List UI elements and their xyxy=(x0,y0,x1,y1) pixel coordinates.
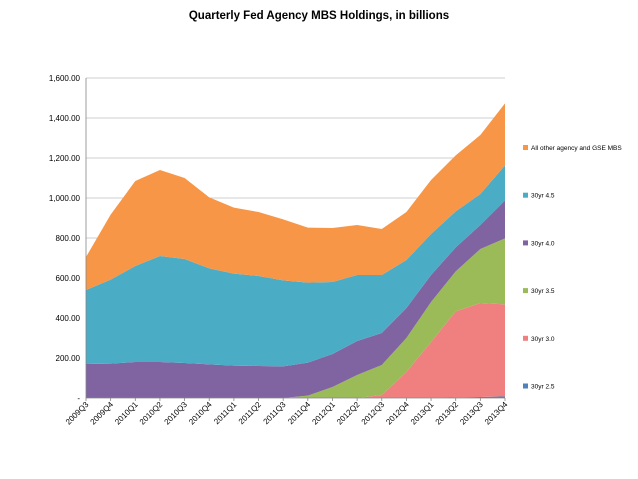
legend-swatch xyxy=(523,192,528,198)
y-tick-label: 1,000.00 xyxy=(49,194,81,203)
x-tick-label: 2012Q4 xyxy=(384,400,411,427)
y-axis-tick-labels: - 200.00 400.00 600.00 800.00 1,000.00 1,200.0… xyxy=(49,74,81,403)
legend-label: 30yr 2.5 xyxy=(531,384,555,391)
x-tick-label: 2012Q3 xyxy=(360,400,387,427)
x-tick-label: 2013Q2 xyxy=(434,400,461,427)
legend: All other agency and GSE MBS 30yr 4.5 30yr… xyxy=(523,145,622,391)
legend-label: 30yr 4.0 xyxy=(531,240,555,247)
x-tick-label: 2011Q1 xyxy=(212,400,238,426)
y-tick-label: 200.00 xyxy=(56,354,81,363)
legend-label: All other agency and GSE MBS xyxy=(531,145,622,152)
x-tick-label: 2011Q3 xyxy=(262,400,288,426)
area-series-30yr-4-0 xyxy=(86,200,505,398)
y-tick-label: - xyxy=(77,394,80,403)
legend-swatch xyxy=(523,335,528,341)
x-tick-label: 2010Q1 xyxy=(113,400,140,427)
area-series-30yr-4-5 xyxy=(86,165,505,367)
legend-label: 30yr 4.5 xyxy=(531,193,555,200)
x-tick-label: 2009Q3 xyxy=(64,400,91,427)
x-axis-tick-labels: 2009Q32009Q42010Q12010Q22010Q32010Q42011… xyxy=(64,400,510,427)
x-tick-label: 2012Q1 xyxy=(310,400,337,427)
x-tick-label: 2012Q2 xyxy=(335,400,362,427)
area-series-layer xyxy=(86,103,505,398)
x-tick-label: 2013Q4 xyxy=(483,400,510,427)
legend-swatch xyxy=(523,288,528,294)
legend-swatch xyxy=(523,145,528,150)
x-tick-label: 2011Q2 xyxy=(237,400,263,426)
legend-swatch xyxy=(523,383,528,389)
x-tick-label: 2013Q3 xyxy=(458,400,485,427)
axes xyxy=(85,78,506,401)
y-tick-label: 1,200.00 xyxy=(49,154,81,163)
x-tick-label: 2013Q1 xyxy=(409,400,436,427)
legend-label: 30yr 3.5 xyxy=(531,288,555,295)
y-tick-label: 800.00 xyxy=(56,234,81,243)
x-tick-label: 2010Q2 xyxy=(138,400,165,427)
area-series-30yr-3-0 xyxy=(86,303,505,398)
x-tick-label: 2011Q4 xyxy=(286,400,312,426)
y-tick-label: 600.00 xyxy=(56,274,81,283)
y-tick-label: 1,400.00 xyxy=(49,114,81,123)
y-tick-label: 400.00 xyxy=(56,314,81,323)
y-tick-label: 1,600.00 xyxy=(49,74,81,83)
x-tick-label: 2009Q4 xyxy=(89,400,116,427)
area-series-30yr-3-5 xyxy=(86,238,505,398)
area-series-all-other-agency-and-gse-mbs xyxy=(86,103,505,291)
legend-label: 30yr 3.0 xyxy=(531,336,555,343)
chart-title: Quarterly Fed Agency MBS Holdings, in bi… xyxy=(188,10,450,22)
x-tick-label: 2010Q3 xyxy=(163,400,190,427)
legend-swatch xyxy=(523,240,528,246)
x-tick-label: 2010Q4 xyxy=(187,400,214,427)
